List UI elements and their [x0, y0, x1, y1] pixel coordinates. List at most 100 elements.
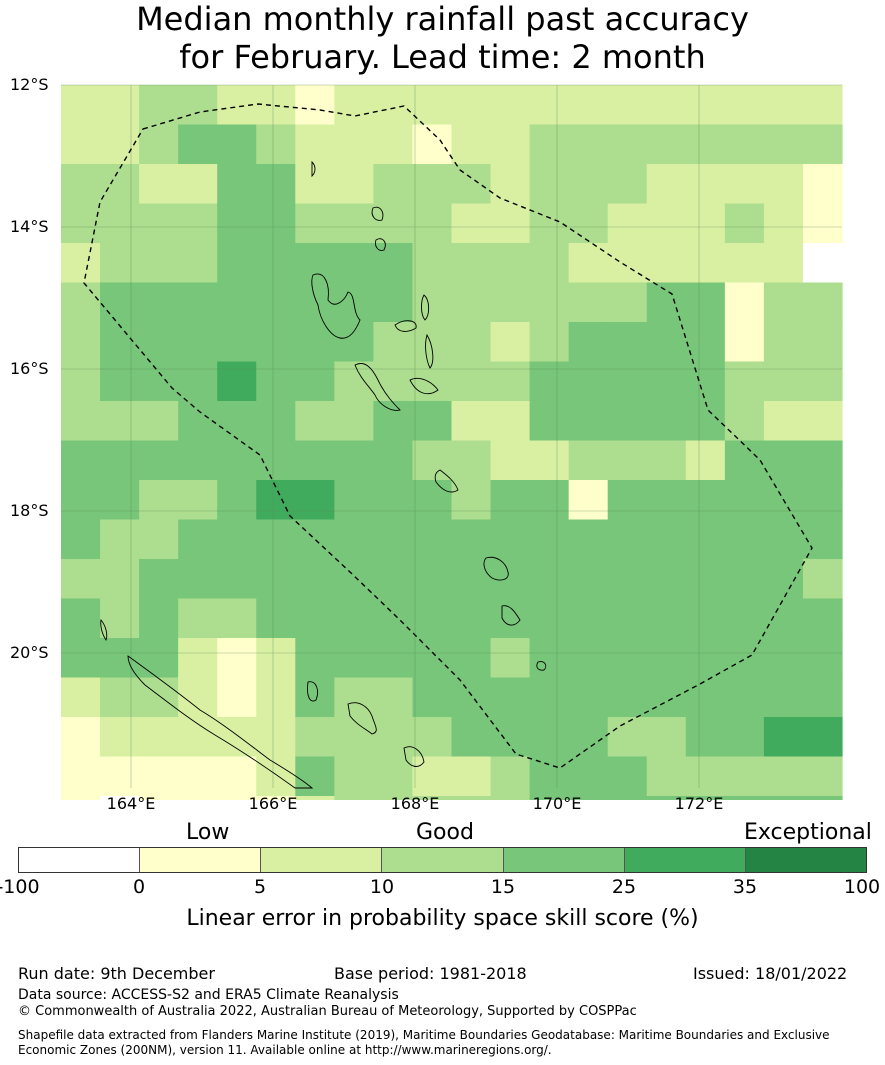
grid-cell [607, 203, 648, 244]
grid-cell [568, 243, 609, 284]
colorbar-label: Linear error in probability space skill … [186, 906, 699, 931]
grid-cell [217, 519, 257, 560]
tick-label: -100 [0, 876, 40, 898]
grid-cell [490, 756, 531, 797]
grid-cell [802, 440, 843, 481]
grid-cell [646, 361, 687, 402]
grid-cell [529, 480, 570, 521]
lat-label-16s: 16°S [10, 359, 49, 378]
grid-cell [139, 361, 179, 402]
grid-cell [763, 717, 804, 758]
grid-cell [295, 519, 335, 560]
grid-cell [334, 559, 374, 600]
grid-cell [763, 322, 804, 363]
grid-cell [607, 361, 648, 402]
grid-cell [646, 203, 687, 244]
grid-cell [568, 203, 609, 244]
grid-cell [178, 124, 218, 165]
grid-cell [178, 717, 218, 758]
grid-cell [646, 519, 687, 560]
grid-cell [607, 322, 648, 363]
grid-cell [256, 559, 296, 600]
grid-cell [490, 638, 531, 679]
grid-cell [412, 796, 453, 800]
grid-cell [724, 322, 765, 363]
grid-cell [646, 677, 687, 718]
grid-cell [724, 85, 765, 126]
grid-cell [724, 401, 765, 442]
tick-label: 5 [253, 876, 267, 898]
tick-label: 100 [843, 876, 881, 898]
grid-cell [490, 124, 531, 165]
grid-cell [100, 243, 140, 284]
grid-cell [568, 796, 609, 800]
grid-cell [256, 124, 296, 165]
grid-cell [490, 598, 531, 639]
eez-boundary [83, 103, 813, 769]
grid-cell [412, 243, 453, 284]
grid-cell [139, 243, 179, 284]
grid-cell [685, 164, 726, 205]
grid-cell [100, 203, 140, 244]
grid-cell [412, 164, 453, 205]
grid-cell [217, 598, 257, 639]
grid-cell [685, 559, 726, 600]
skill-map [61, 84, 843, 800]
grid-cell [685, 124, 726, 165]
grid-cell [295, 717, 335, 758]
grid-cell [295, 756, 335, 797]
grid-cell [646, 796, 687, 800]
grid-cell [490, 243, 531, 284]
grid-cell [685, 519, 726, 560]
grid-cell [256, 282, 296, 323]
grid-cell [685, 85, 726, 126]
grid-cell [529, 401, 570, 442]
grid-cell [61, 677, 101, 718]
grid-cell [451, 243, 492, 284]
grid-cell [451, 598, 492, 639]
grid-cell [373, 361, 414, 402]
grid-cell [412, 598, 453, 639]
tick-label: 0 [132, 876, 146, 898]
grid-cell [373, 243, 414, 284]
grid-cell [607, 85, 648, 126]
grid-cell [451, 519, 492, 560]
shapefile-credit-line-1: Shapefile data extracted from Flanders M… [18, 1028, 830, 1042]
grid-cell [607, 164, 648, 205]
grid-cell [646, 559, 687, 600]
grid-cell [139, 124, 179, 165]
grid-cell [802, 519, 843, 560]
grid-cell [451, 638, 492, 679]
grid-cell [334, 203, 374, 244]
grid-cell [334, 361, 374, 402]
grid-cell [763, 519, 804, 560]
grid-cell [178, 164, 218, 205]
grid-cell [802, 717, 843, 758]
grid-cell [763, 401, 804, 442]
grid-cell [451, 401, 492, 442]
grid-cell [295, 361, 335, 402]
grid-cell [373, 124, 414, 165]
grid-cell [763, 638, 804, 679]
grid-cell [256, 519, 296, 560]
grid-cell [256, 598, 296, 639]
grid-cell [412, 85, 453, 126]
grid-cell [217, 717, 257, 758]
grid-cell [412, 717, 453, 758]
lon-label-172e: 172°E [674, 794, 724, 813]
title-line-1: Median monthly rainfall past accuracy [136, 0, 749, 38]
grid-cell [763, 559, 804, 600]
shapefile-credit-line-2: Economic Zones (200NM), version 11. Avai… [18, 1043, 552, 1057]
grid-cell [295, 322, 335, 363]
tick-label: 10 [369, 876, 395, 898]
grid-cell [763, 756, 804, 797]
colorbar-segment [140, 848, 262, 872]
grid-cell [373, 796, 414, 800]
lat-label-14s: 14°S [10, 217, 49, 236]
grid-cell [802, 480, 843, 521]
grid-cell [61, 598, 101, 639]
grid-cell [295, 559, 335, 600]
grid-cell [373, 756, 414, 797]
grid-cell [100, 480, 140, 521]
grid-cell [217, 124, 257, 165]
